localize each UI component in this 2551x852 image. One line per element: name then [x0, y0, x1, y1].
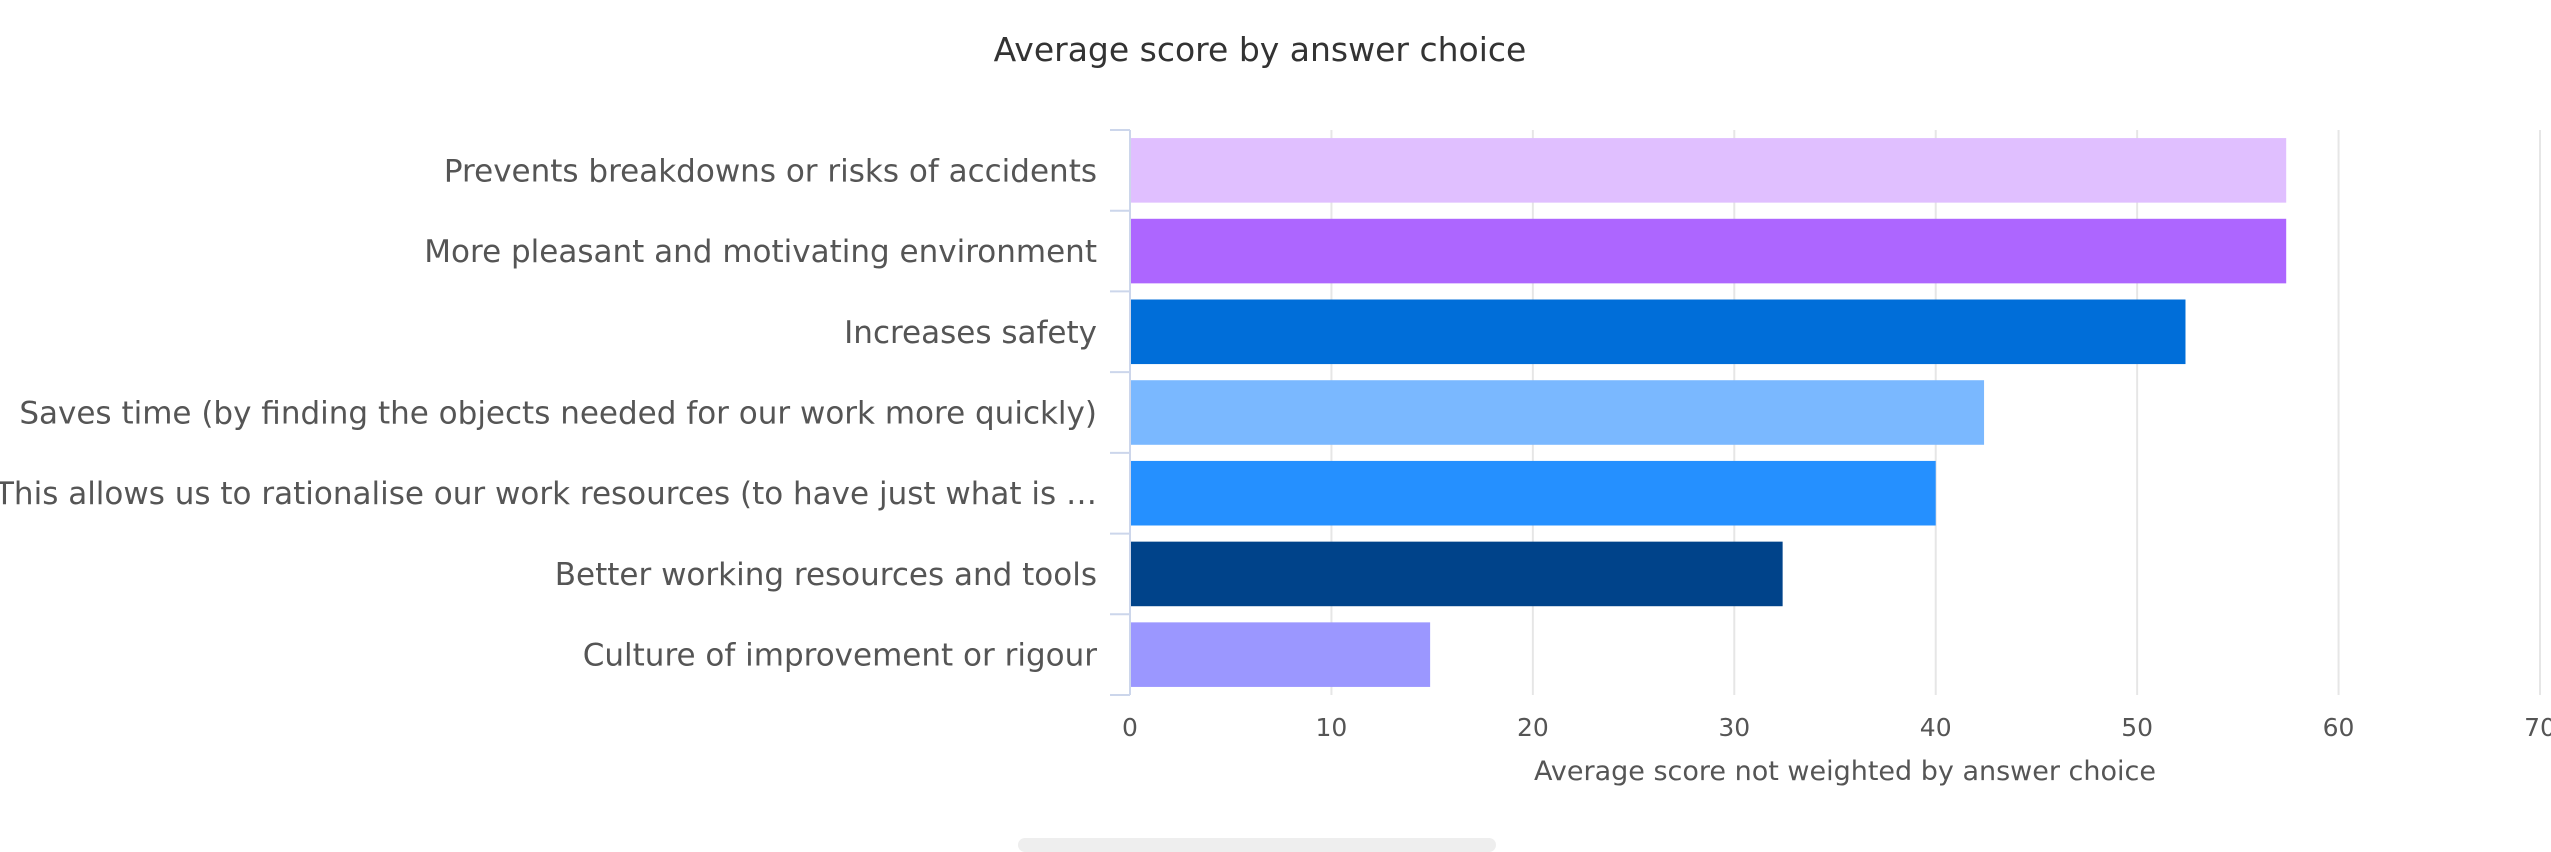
category-label: This allows us to rationalise our work r… — [0, 476, 1097, 512]
x-tick-label: 0 — [1122, 713, 1138, 742]
tick-labels: 0 10 20 30 40 50 60 70 — [1122, 713, 2551, 742]
bar[interactable] — [1131, 622, 1431, 687]
category-label: Culture of improvement or rigour — [583, 638, 1098, 674]
x-tick-label: 50 — [2121, 713, 2153, 742]
x-tick-label: 20 — [1517, 713, 1549, 742]
bar[interactable] — [1131, 218, 2287, 284]
bar[interactable] — [1131, 299, 2186, 365]
x-tick-label: 60 — [2323, 713, 2355, 742]
x-tick-label: 70 — [2524, 713, 2551, 742]
category-label: More pleasant and motivating environment — [424, 234, 1097, 270]
category-labels: Prevents breakdowns or risks of accident… — [0, 153, 1097, 673]
bar[interactable] — [1131, 460, 1936, 526]
category-label: Better working resources and tools — [555, 557, 1097, 593]
category-label: Prevents breakdowns or risks of accident… — [444, 153, 1097, 189]
category-label: Saves time (by finding the objects neede… — [19, 396, 1097, 432]
scrollbar[interactable] — [1018, 838, 1496, 852]
x-tick-label: 30 — [1718, 713, 1750, 742]
x-tick-label: 10 — [1316, 713, 1348, 742]
bar[interactable] — [1131, 380, 1985, 445]
x-tick-label: 40 — [1920, 713, 1952, 742]
chart-title: Average score by answer choice — [993, 30, 1527, 69]
bar[interactable] — [1131, 541, 1783, 607]
bar[interactable] — [1131, 138, 2287, 203]
bars — [1131, 138, 2287, 687]
category-label: Increases safety — [844, 315, 1097, 351]
x-axis-title: Average score not weighted by answer cho… — [1534, 756, 2156, 787]
